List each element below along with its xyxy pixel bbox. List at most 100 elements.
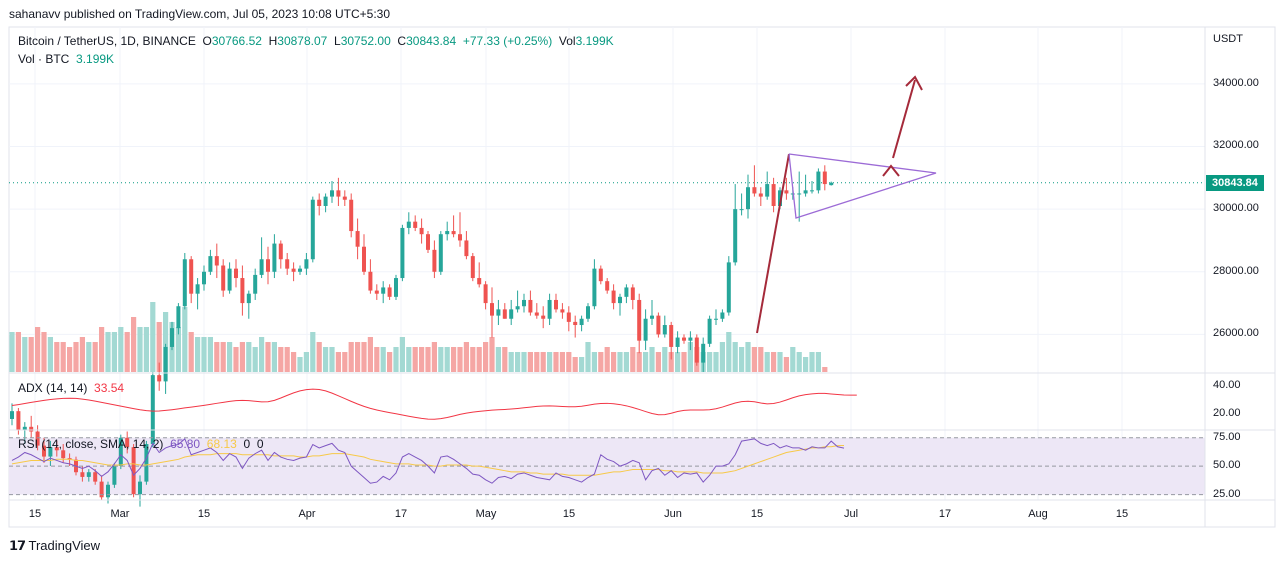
volume-bar xyxy=(105,332,111,372)
price-tick-label: 28000.00 xyxy=(1213,264,1259,277)
volume-bar xyxy=(649,347,655,372)
candle-body xyxy=(656,315,661,335)
volume-bar xyxy=(380,347,386,372)
volume-bar xyxy=(406,347,412,372)
volume-bar xyxy=(348,342,354,372)
candle-body xyxy=(586,306,590,319)
candle-body xyxy=(221,265,226,291)
rsi-label: RSI (14, close, SMA, 14, 2) xyxy=(18,437,164,451)
volume-bar xyxy=(297,357,303,372)
candle-body xyxy=(125,437,130,448)
volume-bar xyxy=(751,347,757,372)
volume-bar xyxy=(99,327,105,372)
volume-bar xyxy=(623,352,629,372)
volume-bar xyxy=(387,352,393,372)
price-tick-label: 26000.00 xyxy=(1213,327,1259,340)
low-label: L xyxy=(334,34,341,48)
rsi-lines xyxy=(9,437,1205,496)
volume-bar xyxy=(655,352,661,372)
candle-body xyxy=(726,262,731,313)
date-tick-label: 15 xyxy=(28,508,42,520)
volume-legend: Vol · BTC 3.199K xyxy=(18,52,114,66)
candle-body xyxy=(522,299,526,307)
candle-body xyxy=(54,447,59,451)
close-label: C xyxy=(397,34,407,48)
volume-bar xyxy=(355,342,361,372)
candle-body xyxy=(579,318,584,326)
candle-body xyxy=(438,234,443,272)
candle-body xyxy=(349,199,354,232)
volume-bar xyxy=(182,307,188,372)
volume-bar xyxy=(687,342,693,372)
volume-bar xyxy=(579,357,585,372)
candle-body xyxy=(259,259,264,275)
volume-bar xyxy=(726,332,732,372)
volume-bar xyxy=(572,357,578,372)
volume-bar xyxy=(54,342,60,372)
volume-bar xyxy=(534,352,540,372)
candle-body xyxy=(714,318,718,320)
open-value: 30766.52 xyxy=(211,34,262,48)
date-tick-label: Aug xyxy=(1028,508,1048,520)
candle-body xyxy=(157,375,162,382)
volume-bar xyxy=(22,337,28,372)
candle-body xyxy=(554,299,558,310)
volume-bar xyxy=(636,352,642,372)
candle-body xyxy=(682,337,686,341)
candle-body xyxy=(694,337,699,363)
date-tick-label: 17 xyxy=(394,508,408,520)
volume-bar xyxy=(745,342,751,372)
candle-body xyxy=(470,256,475,279)
volume-bar xyxy=(15,332,21,372)
price-tick-label: 30000.00 xyxy=(1213,202,1259,215)
volume-bar xyxy=(79,337,85,372)
candle-body xyxy=(650,315,654,319)
rsi-tick-label: 75.00 xyxy=(1213,430,1241,443)
candles xyxy=(10,165,834,507)
volume-bar xyxy=(713,352,719,372)
rsi-tick-label: 25.00 xyxy=(1213,487,1241,500)
candle-body xyxy=(675,337,680,347)
volume-bar xyxy=(361,342,367,372)
candle-body xyxy=(426,234,430,250)
volume-bar xyxy=(783,357,789,372)
close-value: 30843.84 xyxy=(406,34,457,48)
last-price-label: 30843.84 xyxy=(1206,174,1264,191)
adx-label: ADX (14, 14) xyxy=(18,381,88,395)
candle-body xyxy=(573,321,578,326)
candle-body xyxy=(214,256,219,266)
date-tick-label: 15 xyxy=(1115,508,1129,520)
volume-bar xyxy=(156,322,162,372)
volume-bar xyxy=(399,337,405,372)
candle-body xyxy=(733,209,738,263)
candle-body xyxy=(739,209,744,211)
candle-body xyxy=(483,284,488,304)
candle-body xyxy=(637,299,642,341)
adx-tick-label: 20.00 xyxy=(1213,407,1241,420)
tradingview-brand: 𝟭𝟳 TradingView xyxy=(9,538,100,554)
volume-bar xyxy=(425,347,431,372)
candle-body xyxy=(278,243,283,260)
candle-body xyxy=(758,193,763,197)
candle-body xyxy=(720,312,725,319)
volume-bar xyxy=(431,342,437,372)
candle-body xyxy=(778,190,782,206)
candle-body xyxy=(688,337,693,341)
volume-bar xyxy=(489,337,495,372)
candle-body xyxy=(541,315,546,319)
volume-bar xyxy=(175,327,181,372)
candle-body xyxy=(144,444,149,482)
candle-body xyxy=(374,290,379,294)
date-tick-label: Jul xyxy=(843,508,859,520)
candle-body xyxy=(138,481,142,495)
vol-value: 3.199K xyxy=(575,34,614,48)
rsi-tick-label: 50.00 xyxy=(1213,459,1241,472)
candle-body xyxy=(816,171,821,191)
candle-body xyxy=(547,299,552,319)
candle-body xyxy=(528,299,533,313)
candle-body xyxy=(106,484,110,498)
candle-body xyxy=(304,259,309,269)
volume-bar xyxy=(265,342,271,372)
volume-bar xyxy=(284,347,290,372)
